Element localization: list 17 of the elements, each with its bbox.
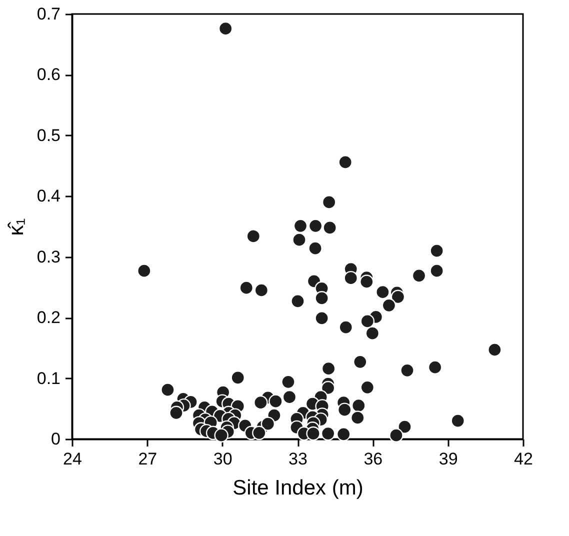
x-tick-label: 30 <box>213 450 232 468</box>
x-tick-label: 24 <box>63 450 82 468</box>
y-tick-label: 0.1 <box>36 368 60 388</box>
y-tick-label: 0.7 <box>36 4 60 24</box>
x-tick-label: 27 <box>138 450 158 468</box>
y-tick-label: 0.6 <box>36 65 60 84</box>
y-tick-label: 0.4 <box>36 186 60 206</box>
x-tick-label: 42 <box>514 450 533 468</box>
y-tick-label: 0.3 <box>36 247 60 266</box>
y-tick-label: 0.5 <box>36 126 60 145</box>
y-tick-label: 0.2 <box>36 308 60 328</box>
x-tick-label: 36 <box>364 450 383 468</box>
x-tick-label: 39 <box>438 450 458 468</box>
y-axis-title: κ̂₁ <box>4 218 28 236</box>
y-tick-label: 0 <box>51 430 60 448</box>
x-tick-label: 33 <box>288 450 308 468</box>
x-axis-title: Site Index (m) <box>232 476 364 500</box>
